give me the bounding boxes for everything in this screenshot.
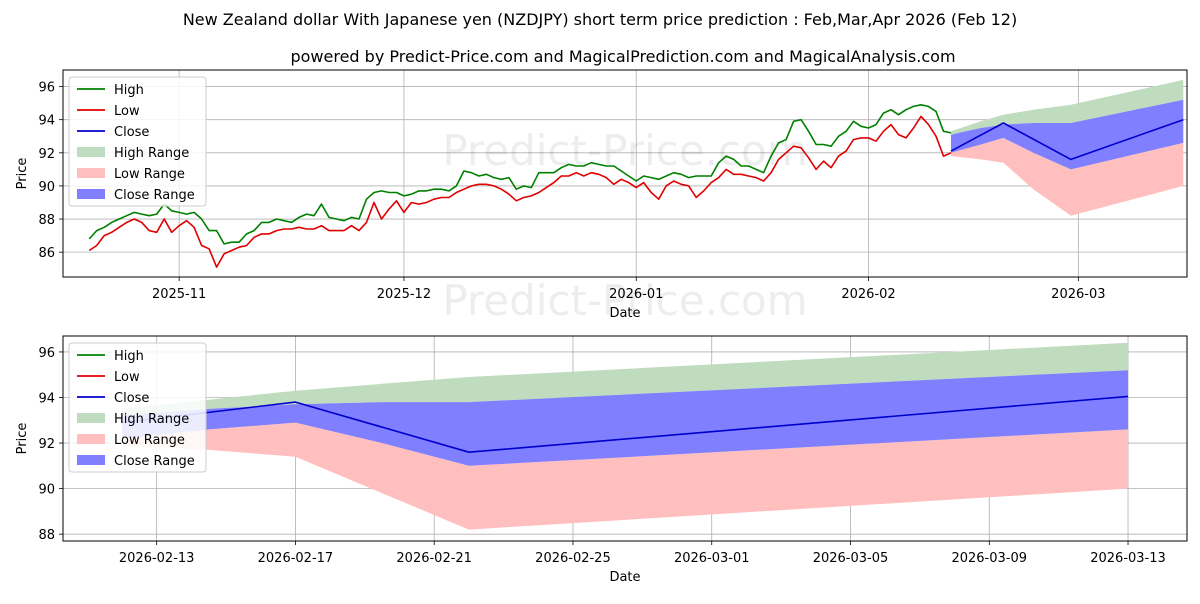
chart-panel-bottom: 88 90 92 94 96 2026-02-13 2026-02-17 2026-02-21… (15, 335, 1188, 585)
range-band-high-range (122, 342, 1128, 416)
legend-swatch-high-range (77, 147, 105, 157)
legend-label: Low Range (114, 433, 185, 448)
x-tick-label: 2026-02-17 (258, 551, 334, 566)
y-axis-label: Price (15, 423, 30, 455)
legend-swatch-high-range (77, 413, 105, 423)
y-tick-label: 90 (38, 483, 55, 498)
x-tick-label: 2026-03-05 (813, 551, 889, 566)
y-tick-label: 88 (38, 528, 55, 543)
legend-label: High (114, 83, 144, 98)
y-tick-label: 92 (38, 147, 55, 162)
range-band-low-range (122, 422, 1128, 530)
legend-label: Low (114, 370, 140, 385)
x-tick-label: 2026-02-13 (119, 551, 195, 566)
range-band-close-range (122, 370, 1128, 466)
y-tick-label: 94 (38, 114, 55, 129)
y-axis-label: Price (15, 158, 30, 190)
range-band-low-range (951, 137, 1184, 216)
watermark-text: Predict-Price.com (442, 276, 807, 325)
x-tick-label: 2026-02 (841, 287, 895, 302)
series-line-close (950, 118, 1184, 161)
y-tick-label: 86 (38, 246, 55, 261)
x-axis-label: Date (609, 570, 640, 585)
y-tick-label: 92 (38, 437, 55, 452)
legend-label: Close Range (114, 454, 195, 469)
legend: High Low Close High Range Low Range Close Ran… (68, 342, 207, 473)
y-tick-label: 90 (38, 180, 55, 195)
y-tick-label: 94 (38, 392, 55, 407)
legend-label: High (114, 349, 144, 364)
legend-swatch-low-range (77, 168, 105, 178)
chart-panel-top: 86 88 90 92 94 96 2025-11 2025-12 2026-01 2026-02… (15, 69, 1188, 325)
x-tick-label: 2026-03-01 (674, 551, 750, 566)
chart-title: New Zealand dollar With Japanese yen (NZ… (183, 10, 1017, 29)
legend-label: Close (114, 391, 149, 406)
series-line-low (88, 115, 952, 268)
x-tick-label: 2026-03-09 (951, 551, 1027, 566)
y-tick-label: 88 (38, 213, 55, 228)
series-line-high (88, 104, 952, 245)
legend: High Low Close High Range Low Range Close Ran… (68, 76, 207, 207)
x-tick-label: 2025-12 (377, 287, 431, 302)
watermark-text: Predict-Price.com (442, 126, 807, 175)
y-tick-label: 96 (38, 81, 55, 96)
legend-label: High Range (114, 412, 189, 427)
x-tick-label: 2026-03 (1051, 287, 1105, 302)
plot-frame (62, 69, 1188, 278)
legend-swatch-close-range (77, 455, 105, 465)
x-tick-label: 2026-02-21 (396, 551, 472, 566)
y-tick-label: 96 (38, 346, 55, 361)
range-band-close-range (951, 99, 1184, 170)
x-tick-label: 2026-02-25 (535, 551, 611, 566)
legend-label: Close (114, 125, 149, 140)
legend-label: Close Range (114, 188, 195, 203)
legend-label: Low Range (114, 167, 185, 182)
x-axis-label: Date (609, 306, 640, 321)
series-line-close (121, 395, 1129, 454)
legend-swatch-close-range (77, 189, 105, 199)
chart-subtitle: powered by Predict-Price.com and Magical… (290, 47, 955, 66)
x-tick-label: 2025-11 (152, 287, 206, 302)
legend-swatch-low-range (77, 434, 105, 444)
x-tick-label: 2026-03-13 (1090, 551, 1166, 566)
legend-label: Low (114, 104, 140, 119)
plot-frame (62, 335, 1188, 542)
x-tick-label: 2026-01 (609, 287, 663, 302)
range-band-high-range (951, 79, 1184, 135)
legend-label: High Range (114, 146, 189, 161)
